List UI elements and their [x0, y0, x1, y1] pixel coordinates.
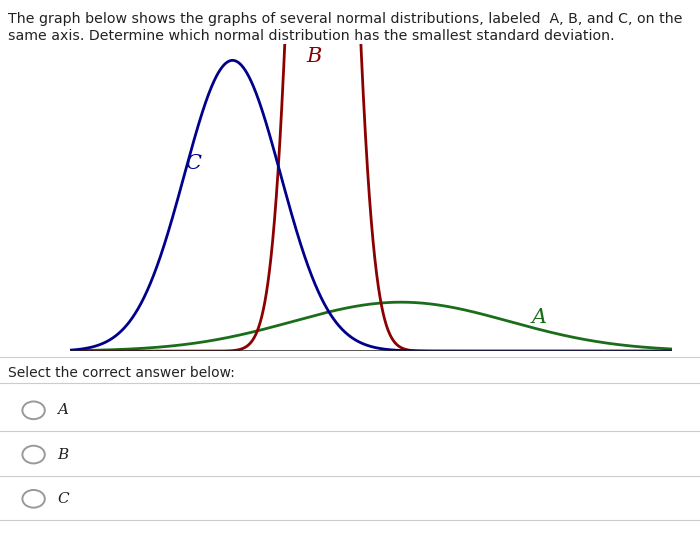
- Text: C: C: [57, 492, 69, 506]
- Text: A: A: [57, 403, 69, 418]
- Text: A: A: [532, 308, 547, 327]
- Text: B: B: [306, 46, 321, 66]
- Text: same axis. Determine which normal distribution has the smallest standard deviati: same axis. Determine which normal distri…: [8, 29, 615, 43]
- Text: Select the correct answer below:: Select the correct answer below:: [8, 366, 235, 380]
- Text: C: C: [186, 154, 202, 173]
- Text: B: B: [57, 447, 69, 462]
- Text: The graph below shows the graphs of several normal distributions, labeled  A, B,: The graph below shows the graphs of seve…: [8, 12, 683, 26]
